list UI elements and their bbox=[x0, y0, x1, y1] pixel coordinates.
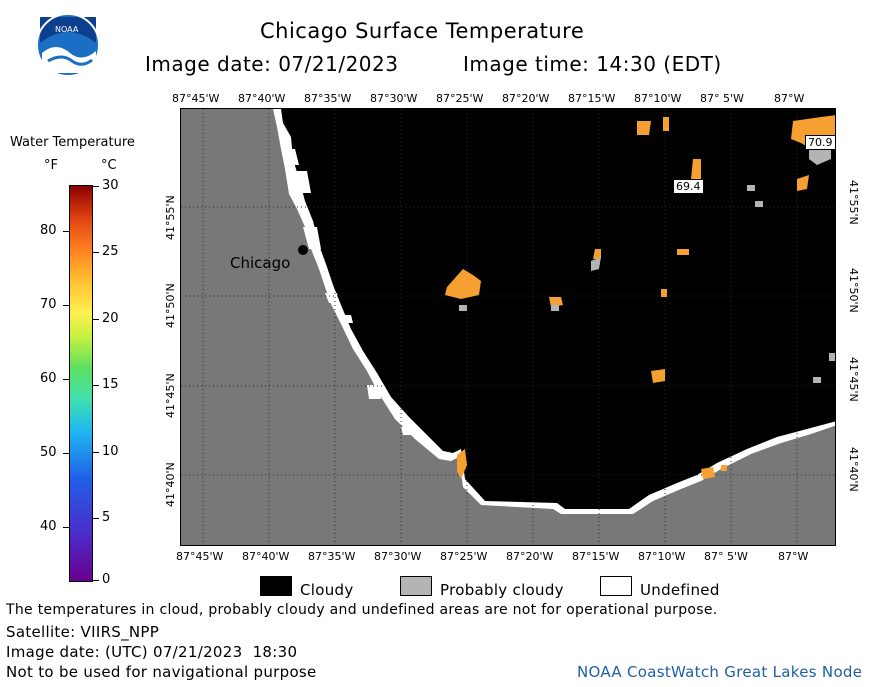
logo-text: NOAA bbox=[55, 25, 79, 34]
lon-bottom-87-25: 87°25'W bbox=[440, 550, 488, 563]
c-tick-10 bbox=[93, 452, 99, 453]
lon-top-87-40: 87°40'W bbox=[238, 92, 286, 105]
city-label-chicago: Chicago bbox=[230, 254, 291, 272]
probably-cloudy-patches bbox=[459, 145, 835, 383]
map-panel: 70.9 69.4 Chicago bbox=[180, 108, 836, 546]
key-swatch-probably-cloudy bbox=[400, 576, 432, 596]
c-tick-5 bbox=[93, 518, 99, 519]
c-label-10: 10 bbox=[102, 444, 119, 459]
chicago-marker bbox=[298, 245, 308, 255]
lat-right-41-55: 41°55'N bbox=[847, 180, 860, 225]
f-tick-40 bbox=[63, 527, 69, 528]
lon-top-87: 87°W bbox=[774, 92, 805, 105]
c-label-25: 25 bbox=[102, 244, 119, 259]
undefined-pocket bbox=[289, 171, 311, 193]
key-label-probably-cloudy: Probably cloudy bbox=[440, 581, 564, 599]
lon-bottom-87-40: 87°40'W bbox=[242, 550, 290, 563]
lat-right-41-45: 41°45'N bbox=[847, 357, 860, 402]
image-time: Image time: 14:30 (EDT) bbox=[463, 52, 722, 76]
lon-bottom-87-45: 87°45'W bbox=[176, 550, 224, 563]
lat-right-41-40: 41°40'N bbox=[847, 447, 860, 492]
c-tick-25 bbox=[93, 252, 99, 253]
f-label-40: 40 bbox=[40, 519, 57, 534]
f-tick-80 bbox=[63, 231, 69, 232]
f-label-50: 50 bbox=[40, 445, 57, 460]
lon-bottom-87-20: 87°20'W bbox=[506, 550, 554, 563]
lon-bottom-87-5: 87° 5'W bbox=[704, 550, 748, 563]
key-label-cloudy: Cloudy bbox=[300, 581, 354, 599]
utc-date: Image date: (UTC) 07/21/2023 18:30 bbox=[6, 643, 298, 661]
f-label-80: 80 bbox=[40, 223, 57, 238]
navigation-disclaimer: Not to be used for navigational purpose bbox=[6, 663, 317, 681]
c-label-30: 30 bbox=[102, 178, 119, 193]
value-label-70-9: 70.9 bbox=[805, 135, 835, 150]
c-label-0: 0 bbox=[102, 572, 111, 587]
f-tick-50 bbox=[63, 453, 69, 454]
lon-top-87-15: 87°15'W bbox=[568, 92, 616, 105]
lon-bottom-87: 87°W bbox=[778, 550, 809, 563]
map-svg bbox=[181, 109, 835, 545]
lon-bottom-87-15: 87°15'W bbox=[572, 550, 620, 563]
noaa-logo: NOAA bbox=[36, 13, 100, 77]
noaa-logo-icon bbox=[36, 13, 100, 77]
undefined-pocket bbox=[325, 293, 339, 303]
c-label-5: 5 bbox=[102, 510, 111, 525]
lon-top-87-5: 87° 5'W bbox=[700, 92, 744, 105]
satellite-info: Satellite: VIIRS_NPP bbox=[6, 623, 160, 641]
lon-top-87-30: 87°30'W bbox=[370, 92, 418, 105]
c-tick-0 bbox=[93, 580, 99, 581]
key-label-undefined: Undefined bbox=[640, 581, 720, 599]
c-tick-20 bbox=[93, 319, 99, 320]
lon-top-87-20: 87°20'W bbox=[502, 92, 550, 105]
lat-left-41-55: 41°55'N bbox=[164, 195, 177, 240]
undefined-pocket bbox=[303, 227, 321, 249]
lon-top-87-10: 87°10'W bbox=[634, 92, 682, 105]
lon-top-87-45: 87°45'W bbox=[172, 92, 220, 105]
lon-top-87-35: 87°35'W bbox=[304, 92, 352, 105]
lat-left-41-50: 41°50'N bbox=[164, 283, 177, 328]
undefined-pocket bbox=[401, 427, 415, 435]
undefined-pocket bbox=[339, 315, 353, 323]
lat-right-41-50: 41°50'N bbox=[847, 268, 860, 313]
color-scale-bar bbox=[69, 185, 93, 582]
c-tick-15 bbox=[93, 385, 99, 386]
credit-link[interactable]: NOAA CoastWatch Great Lakes Node bbox=[577, 663, 863, 681]
legend-unit-f: °F bbox=[44, 158, 58, 173]
key-swatch-cloudy bbox=[260, 576, 292, 596]
f-label-70: 70 bbox=[40, 297, 57, 312]
lon-bottom-87-10: 87°10'W bbox=[638, 550, 686, 563]
c-label-20: 20 bbox=[102, 311, 119, 326]
lon-top-87-25: 87°25'W bbox=[436, 92, 484, 105]
undefined-pocket bbox=[285, 149, 299, 165]
c-tick-30 bbox=[93, 186, 99, 187]
undefined-pocket bbox=[367, 385, 381, 399]
value-label-69-4: 69.4 bbox=[673, 179, 704, 194]
c-label-15: 15 bbox=[102, 377, 119, 392]
lon-bottom-87-30: 87°30'W bbox=[374, 550, 422, 563]
lat-left-41-40: 41°40'N bbox=[164, 462, 177, 507]
graticule bbox=[181, 109, 835, 545]
operational-note: The temperatures in cloud, probably clou… bbox=[6, 602, 718, 618]
f-tick-60 bbox=[63, 379, 69, 380]
key-swatch-undefined bbox=[600, 576, 632, 596]
f-label-60: 60 bbox=[40, 371, 57, 386]
legend-unit-c: °C bbox=[101, 158, 117, 173]
lon-bottom-87-35: 87°35'W bbox=[308, 550, 356, 563]
image-date: Image date: 07/21/2023 bbox=[145, 52, 399, 76]
lat-left-41-45: 41°45'N bbox=[164, 373, 177, 418]
page-title: Chicago Surface Temperature bbox=[260, 19, 585, 43]
f-tick-70 bbox=[63, 305, 69, 306]
legend-title: Water Temperature bbox=[10, 135, 135, 150]
